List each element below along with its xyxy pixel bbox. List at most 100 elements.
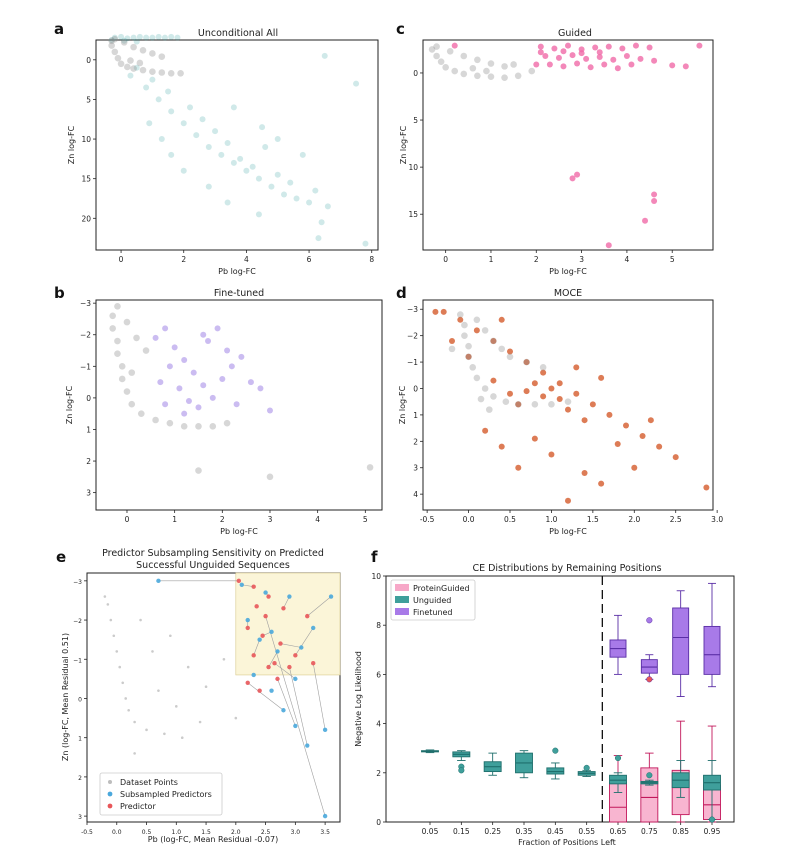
all-point (224, 140, 231, 147)
fine-tuned-point (257, 385, 264, 392)
gray-point (123, 318, 131, 326)
x-tick-label: 2 (181, 255, 186, 264)
gray-point (177, 69, 184, 77)
x-tick-label: 2.0 (231, 829, 241, 836)
gray-point (481, 385, 489, 392)
x-tick-label: 0.35 (516, 827, 533, 836)
x-tick-label: 1 (172, 515, 177, 524)
y-tick-label: 15 (408, 210, 418, 219)
gray-point (130, 43, 137, 51)
guided-point (569, 52, 576, 59)
moce-point (672, 454, 679, 461)
subsampled-predictors-point (251, 672, 256, 678)
x-tick-label: 8 (369, 255, 374, 264)
fine-tuned-point (162, 325, 169, 332)
all-point (187, 104, 193, 111)
moce-point (449, 337, 455, 344)
all-dense-point (111, 34, 118, 41)
panel-e-frame (86, 572, 341, 823)
y-tick-label: 3 (86, 489, 91, 498)
panel-f: f CE Distributions by Remaining Position… (354, 548, 735, 847)
gray-point (108, 37, 115, 45)
predictor-link (295, 627, 314, 656)
fine-tuned-point (228, 363, 235, 370)
gray-point (114, 54, 122, 62)
all-point (133, 64, 140, 71)
gray-point (142, 347, 150, 354)
gray-point (433, 52, 440, 60)
gray-point (473, 316, 481, 324)
guided-point (583, 55, 590, 62)
all-dense-point (149, 34, 156, 41)
gray-point (120, 39, 128, 46)
dataset-points-point (151, 650, 154, 653)
predictor-link (265, 616, 326, 817)
predictor-point (266, 594, 271, 599)
y-tick-label: −3 (73, 579, 82, 586)
fine-tuned-point (152, 334, 159, 341)
x-tick-label: 3 (268, 515, 273, 524)
gray-point (137, 410, 145, 417)
gray-point (487, 60, 495, 67)
x-tick-label: 4 (315, 515, 320, 524)
panel-b-plot: 0 1 2 3 4 5 −3 −2 −1 0 1 2 3 (80, 299, 374, 524)
all-point (230, 104, 237, 111)
x-tick-label: 0.75 (641, 827, 658, 836)
guided-point (601, 61, 608, 68)
subsampled-predictors-point (275, 649, 280, 654)
all-point (155, 96, 162, 103)
all-point (230, 159, 237, 166)
gray-point (490, 393, 497, 400)
predictor-link (289, 667, 308, 746)
fine-tuned-point (266, 407, 273, 414)
y-tick-label: 20 (81, 214, 91, 223)
x-tick-label: 0.5 (504, 515, 516, 524)
gray-point (469, 364, 477, 371)
panel-d: d MOCE -0.5 0.0 0.5 1.0 1.5 2.0 2.5 3.0 −3 −2 −1 0 1… (396, 284, 723, 536)
legend-proteinguided-swatch (395, 584, 409, 591)
dataset-points-point (139, 618, 142, 622)
y-tick-label: 5 (413, 116, 418, 125)
moce-point (515, 401, 522, 408)
subsampled-predictors-point (263, 590, 268, 595)
highlight-region (235, 572, 341, 676)
guided-point (551, 45, 558, 52)
gray-point (209, 423, 217, 430)
panel-f-xlabel: Fraction of Positions Left (518, 838, 616, 847)
y-tick-label: 0 (413, 384, 418, 393)
gray-point (167, 69, 175, 77)
subsampled-predictors-point (287, 594, 292, 599)
all-point (168, 151, 175, 158)
all-point (180, 120, 187, 127)
all-point (158, 136, 165, 143)
panel-b-frame (95, 299, 383, 511)
panel-a-title: Unconditional All (198, 28, 278, 39)
panel-d-xlabel: Pb log-FC (549, 527, 587, 536)
gray-point (514, 72, 522, 80)
all-point (293, 195, 300, 202)
all-dense-point (161, 34, 168, 41)
y-tick-label: −3 (407, 305, 418, 314)
all-dense-point (108, 37, 115, 43)
all-point (149, 76, 156, 83)
moce-point (432, 308, 439, 315)
guided-point (451, 42, 458, 49)
moce-point (523, 359, 530, 366)
y-tick-label: 4 (376, 720, 381, 729)
gray-point (474, 72, 481, 80)
panel-c-frame (422, 39, 714, 251)
unguided-flier (552, 747, 559, 754)
all-point (315, 235, 322, 242)
x-tick-label: 4 (625, 255, 630, 264)
guided-point (651, 198, 658, 205)
dataset-points-point (145, 728, 148, 732)
x-tick-label: 0.85 (672, 827, 689, 836)
all-dense-point (124, 35, 131, 42)
guided-point (569, 175, 576, 182)
legend-dataset-label: Dataset Points (120, 778, 178, 787)
dataset-points-point (121, 681, 125, 685)
gray-point (195, 423, 202, 430)
guided-point (565, 42, 571, 49)
subsampled-predictors-point (311, 625, 316, 631)
predictor-point (266, 664, 271, 670)
